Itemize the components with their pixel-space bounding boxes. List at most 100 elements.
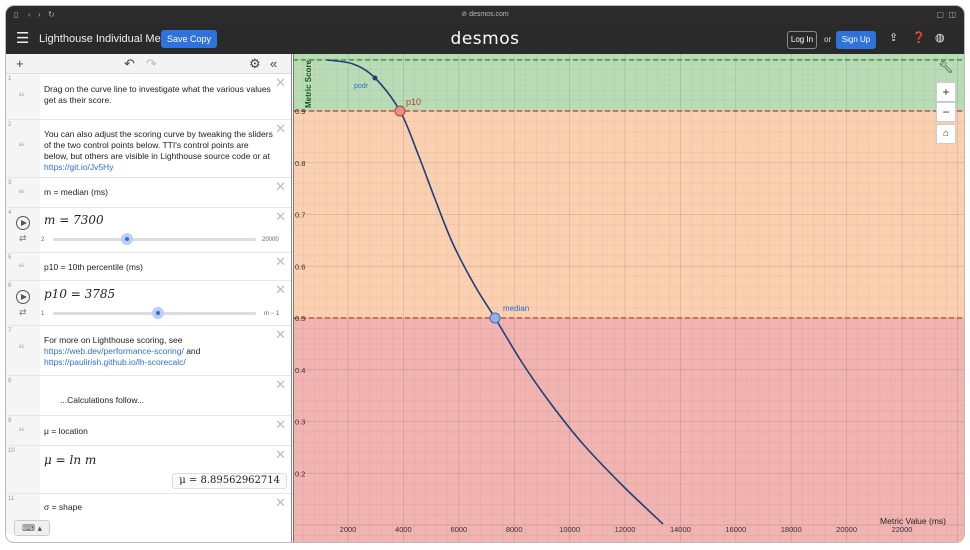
browser-bar: ▯ ‹ › ↻ ⊘ desmos.com ▢ ◫ [6,6,964,24]
git-link[interactable]: https://git.io/Jv5Hy [44,162,114,172]
redo-icon[interactable]: ↷ [146,56,157,71]
delete-icon[interactable]: ✕ [275,377,286,392]
delete-icon[interactable]: ✕ [275,209,286,224]
expression-gutter [6,326,40,375]
median-point[interactable] [489,312,501,324]
expression-math[interactable]: μ = ln m [44,453,97,467]
expression-note-9[interactable]: 9 ❝ μ = location ✕ [6,416,291,446]
note-text-part: and [183,346,201,356]
expression-note-1[interactable]: 1 ❝ Drag on the curve line to investigat… [6,74,291,120]
score-curve[interactable] [326,59,664,525]
back-icon[interactable]: ‹ [28,10,31,19]
login-button[interactable]: Log In [787,31,817,49]
note-icon: ❝ [18,261,25,275]
expression-slider-m[interactable]: 4 ⇄ m = 7300 2 20000 ✕ [6,208,291,253]
or-text: or [824,35,832,44]
share-icon[interactable]: ▢ [936,10,944,19]
url-text: desmos.com [469,11,509,18]
slider-min[interactable]: 2 [41,237,45,243]
share-icon[interactable]: ⇪ [889,32,899,44]
graph-canvas[interactable]: 2000 4000 6000 8000 10000 12000 14000 16000 1800… [293,54,964,542]
expression-number: 8 [8,378,12,384]
home-icon[interactable]: ⌂ [936,124,956,144]
expression-note-8[interactable]: 8 ...Calculations follow... ✕ [6,376,291,416]
expression-note-7[interactable]: 7 ❝ For more on Lighthouse scoring, see … [6,326,291,376]
expression-mu[interactable]: 10 μ = ln m μ = 8.89562962714 ✕ [6,446,291,494]
pod-point[interactable] [372,75,378,81]
expression-math[interactable]: p10 = 3785 [44,287,116,301]
forward-icon[interactable]: › [38,10,41,19]
expression-note-2[interactable]: 2 ❝ You can also adjust the scoring curv… [6,120,291,178]
delete-icon[interactable]: ✕ [275,282,286,297]
swap-icon[interactable]: ⇄ [19,307,27,317]
tabs-icon[interactable]: ◫ [948,10,956,19]
delete-icon[interactable]: ✕ [275,447,286,462]
reload-icon[interactable]: ↻ [48,10,55,19]
slider-handle[interactable] [152,307,165,319]
delete-icon[interactable]: ✕ [275,75,286,90]
address-bar[interactable]: ⊘ desmos.com [6,10,964,18]
expression-note-3[interactable]: 3 ❝ m = median (ms) ✕ [6,178,291,208]
orange-zone [293,111,964,318]
note-text: For more on Lighthouse scoring, see http… [44,335,273,368]
add-item-icon[interactable]: + [16,56,24,71]
pod-label: podr [354,83,369,90]
lock-icon: ⊘ [461,11,470,18]
scorecalc-link[interactable]: https://paulirish.github.io/lh-scorecalc… [44,357,186,367]
wrench-icon[interactable]: 🔧︎ [938,60,954,74]
graph-svg[interactable]: 2000 4000 6000 8000 10000 12000 14000 16000 1800… [293,54,964,542]
play-icon[interactable] [16,216,30,230]
expression-gutter [6,208,40,252]
slider-handle[interactable] [121,233,134,245]
delete-icon[interactable]: ✕ [275,417,286,432]
expression-slider-p10[interactable]: 6 ⇄ p10 = 3785 1 m − 1 ✕ [6,281,291,326]
note-text-part: For more on Lighthouse scoring, see [44,335,183,345]
note-icon: ❝ [18,90,25,104]
expression-number: 9 [8,418,12,424]
slider-min[interactable]: 1 [41,311,45,317]
delete-icon[interactable]: ✕ [275,179,286,194]
expression-note-5[interactable]: 5 ❝ p10 = 10th percentile (ms) ✕ [6,253,291,281]
performance-scoring-link[interactable]: https://web.dev/performance-scoring/ [44,346,184,356]
x-tick-label: 16000 [725,525,746,534]
y-tick-label: 0.3 [295,418,305,427]
expression-number: 5 [8,255,12,261]
play-icon[interactable] [16,290,30,304]
expression-number: 6 [8,283,12,289]
delete-icon[interactable]: ✕ [275,327,286,342]
p10-point[interactable] [394,105,406,117]
app-header: ☰ Lighthouse Individual Metri… Save Copy… [6,24,964,54]
expression-math[interactable]: m = 7300 [44,213,104,227]
slider-max[interactable]: m − 1 [264,311,280,317]
graph-title[interactable]: Lighthouse Individual Metri… [39,33,181,45]
y-tick-label: 0.2 [295,469,305,478]
zoom-in-button[interactable]: + [936,82,956,102]
help-icon[interactable]: ❓ [912,32,926,44]
expression-number: 3 [8,180,12,186]
delete-icon[interactable]: ✕ [275,495,286,510]
collapse-panel-icon[interactable]: « [270,56,278,71]
grid [293,54,964,542]
settings-icon[interactable]: ⚙ [249,56,261,71]
x-tick-label: 10000 [559,525,580,534]
expression-gutter [6,178,40,207]
slider-track[interactable] [53,238,256,241]
slider-max[interactable]: 20000 [262,237,279,243]
signup-button[interactable]: Sign Up [836,31,876,49]
x-tick-label: 12000 [615,525,636,534]
y-axis-label: Metric Score [304,59,313,108]
menu-icon[interactable]: ☰ [16,30,30,47]
delete-icon[interactable]: ✕ [275,254,286,269]
save-copy-button[interactable]: Save Copy [161,30,217,48]
expression-toolbar: + ↶ ↷ ⚙ « [6,54,291,74]
note-text: σ = shape [44,502,83,512]
language-icon[interactable]: ◍ [935,32,945,44]
keyboard-toggle-button[interactable]: ⌨ ▴ [14,520,50,536]
note-text: m = median (ms) [44,187,108,197]
undo-icon[interactable]: ↶ [124,56,135,71]
delete-icon[interactable]: ✕ [275,121,286,136]
zoom-out-button[interactable]: − [936,102,956,122]
swap-icon[interactable]: ⇄ [19,233,27,243]
sidebar-toggle-icon[interactable]: ▯ [14,10,19,19]
green-zone [293,54,964,111]
